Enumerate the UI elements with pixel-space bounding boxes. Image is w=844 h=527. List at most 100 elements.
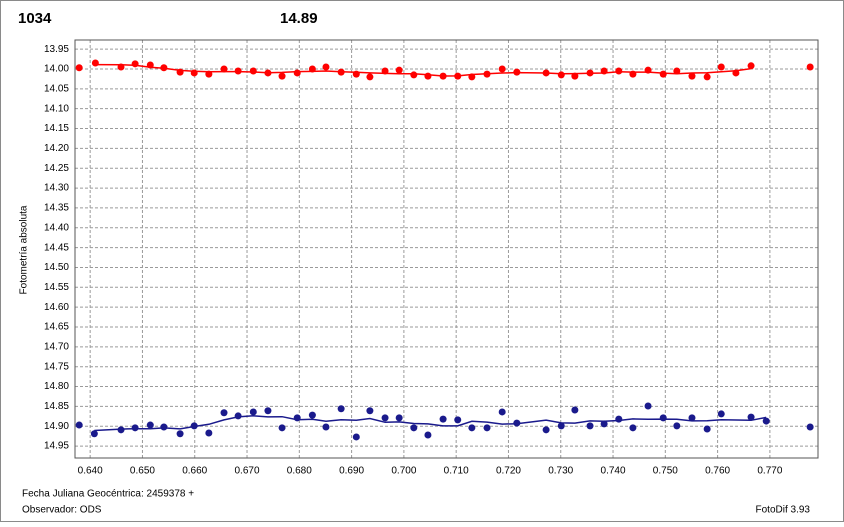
x-tick-label: 0.760	[705, 466, 730, 477]
data-point	[468, 424, 476, 432]
data-point	[424, 72, 432, 80]
data-point	[410, 424, 418, 432]
data-point	[75, 64, 83, 72]
y-axis-label: Fotometría absoluta	[19, 205, 30, 294]
data-point	[278, 424, 286, 432]
y-tick-label: 14.70	[44, 341, 69, 352]
y-tick-label: 14.15	[44, 123, 69, 134]
trend-line	[94, 415, 767, 432]
data-point	[117, 63, 125, 71]
y-tick-label: 14.90	[44, 421, 69, 432]
data-point	[395, 66, 403, 74]
data-point	[75, 421, 83, 429]
x-tick-label: 0.670	[235, 466, 260, 477]
data-point	[424, 431, 432, 439]
data-point	[498, 408, 506, 416]
data-point	[337, 68, 345, 76]
data-point	[190, 422, 198, 430]
x-tick-label: 0.770	[757, 466, 782, 477]
data-point	[308, 411, 316, 419]
data-point	[747, 413, 755, 421]
y-tick-label: 14.65	[44, 322, 69, 333]
data-point	[644, 402, 652, 410]
data-point	[278, 72, 286, 80]
data-point	[220, 65, 228, 73]
y-tick-label: 14.20	[44, 143, 69, 154]
data-point	[747, 62, 755, 70]
data-point	[146, 421, 154, 429]
data-point	[557, 422, 565, 430]
y-tick-label: 14.50	[44, 262, 69, 273]
x-tick-label: 0.640	[78, 466, 103, 477]
y-tick-label: 14.30	[44, 183, 69, 194]
data-point	[483, 70, 491, 78]
data-point	[293, 414, 301, 422]
data-point	[513, 68, 521, 76]
data-point	[600, 420, 608, 428]
data-point	[717, 410, 725, 418]
blue-star-label: 14.89	[280, 10, 318, 27]
y-tick-label: 14.35	[44, 203, 69, 214]
data-point	[806, 423, 814, 431]
data-point	[615, 415, 623, 423]
data-point	[498, 65, 506, 73]
data-point	[454, 72, 462, 80]
data-point	[205, 429, 213, 437]
x-axis-label: Fecha Juliana Geocéntrica: 2459378 +	[22, 489, 194, 500]
data-point	[90, 430, 98, 438]
data-point	[117, 426, 125, 434]
data-point	[352, 70, 360, 78]
y-tick-label: 14.25	[44, 163, 69, 174]
data-point	[322, 423, 330, 431]
data-point	[293, 69, 301, 77]
data-point	[673, 67, 681, 75]
red-star-label: 1034	[18, 10, 52, 27]
data-point	[468, 73, 476, 81]
y-tick-label: 14.55	[44, 282, 69, 293]
data-point	[131, 60, 139, 68]
software: FotoDif 3.93	[756, 505, 811, 516]
data-point	[160, 423, 168, 431]
x-tick-label: 0.700	[391, 466, 416, 477]
y-tick-label: 14.00	[44, 64, 69, 75]
data-point	[762, 417, 770, 425]
observer: Observador: ODS	[22, 505, 102, 516]
data-point	[366, 407, 374, 415]
data-point	[615, 67, 623, 75]
data-point	[513, 419, 521, 427]
y-tick-label: 14.05	[44, 83, 69, 94]
data-point	[703, 425, 711, 433]
data-point	[410, 71, 418, 79]
y-tick-label: 13.95	[44, 44, 69, 55]
plot-area	[75, 40, 818, 458]
data-point	[146, 61, 154, 69]
data-point	[234, 67, 242, 75]
y-tick-label: 14.80	[44, 381, 69, 392]
y-tick-label: 14.60	[44, 302, 69, 313]
y-tick-label: 14.85	[44, 401, 69, 412]
data-point	[234, 412, 242, 420]
data-point	[439, 72, 447, 80]
y-tick-label: 14.45	[44, 242, 69, 253]
data-point	[176, 430, 184, 438]
y-tick-label: 14.10	[44, 103, 69, 114]
x-tick-label: 0.740	[601, 466, 626, 477]
data-point	[160, 64, 168, 72]
data-point	[322, 63, 330, 71]
data-point	[395, 414, 403, 422]
data-point	[454, 416, 462, 424]
data-point	[205, 70, 213, 78]
x-tick-label: 0.690	[339, 466, 364, 477]
y-tick-label: 14.40	[44, 222, 69, 233]
x-tick-label: 0.680	[287, 466, 312, 477]
data-point	[571, 406, 579, 414]
data-point	[91, 59, 99, 67]
data-point	[717, 63, 725, 71]
data-point	[688, 414, 696, 422]
data-point	[659, 70, 667, 78]
data-point	[131, 424, 139, 432]
data-point	[483, 424, 491, 432]
data-point	[439, 415, 447, 423]
